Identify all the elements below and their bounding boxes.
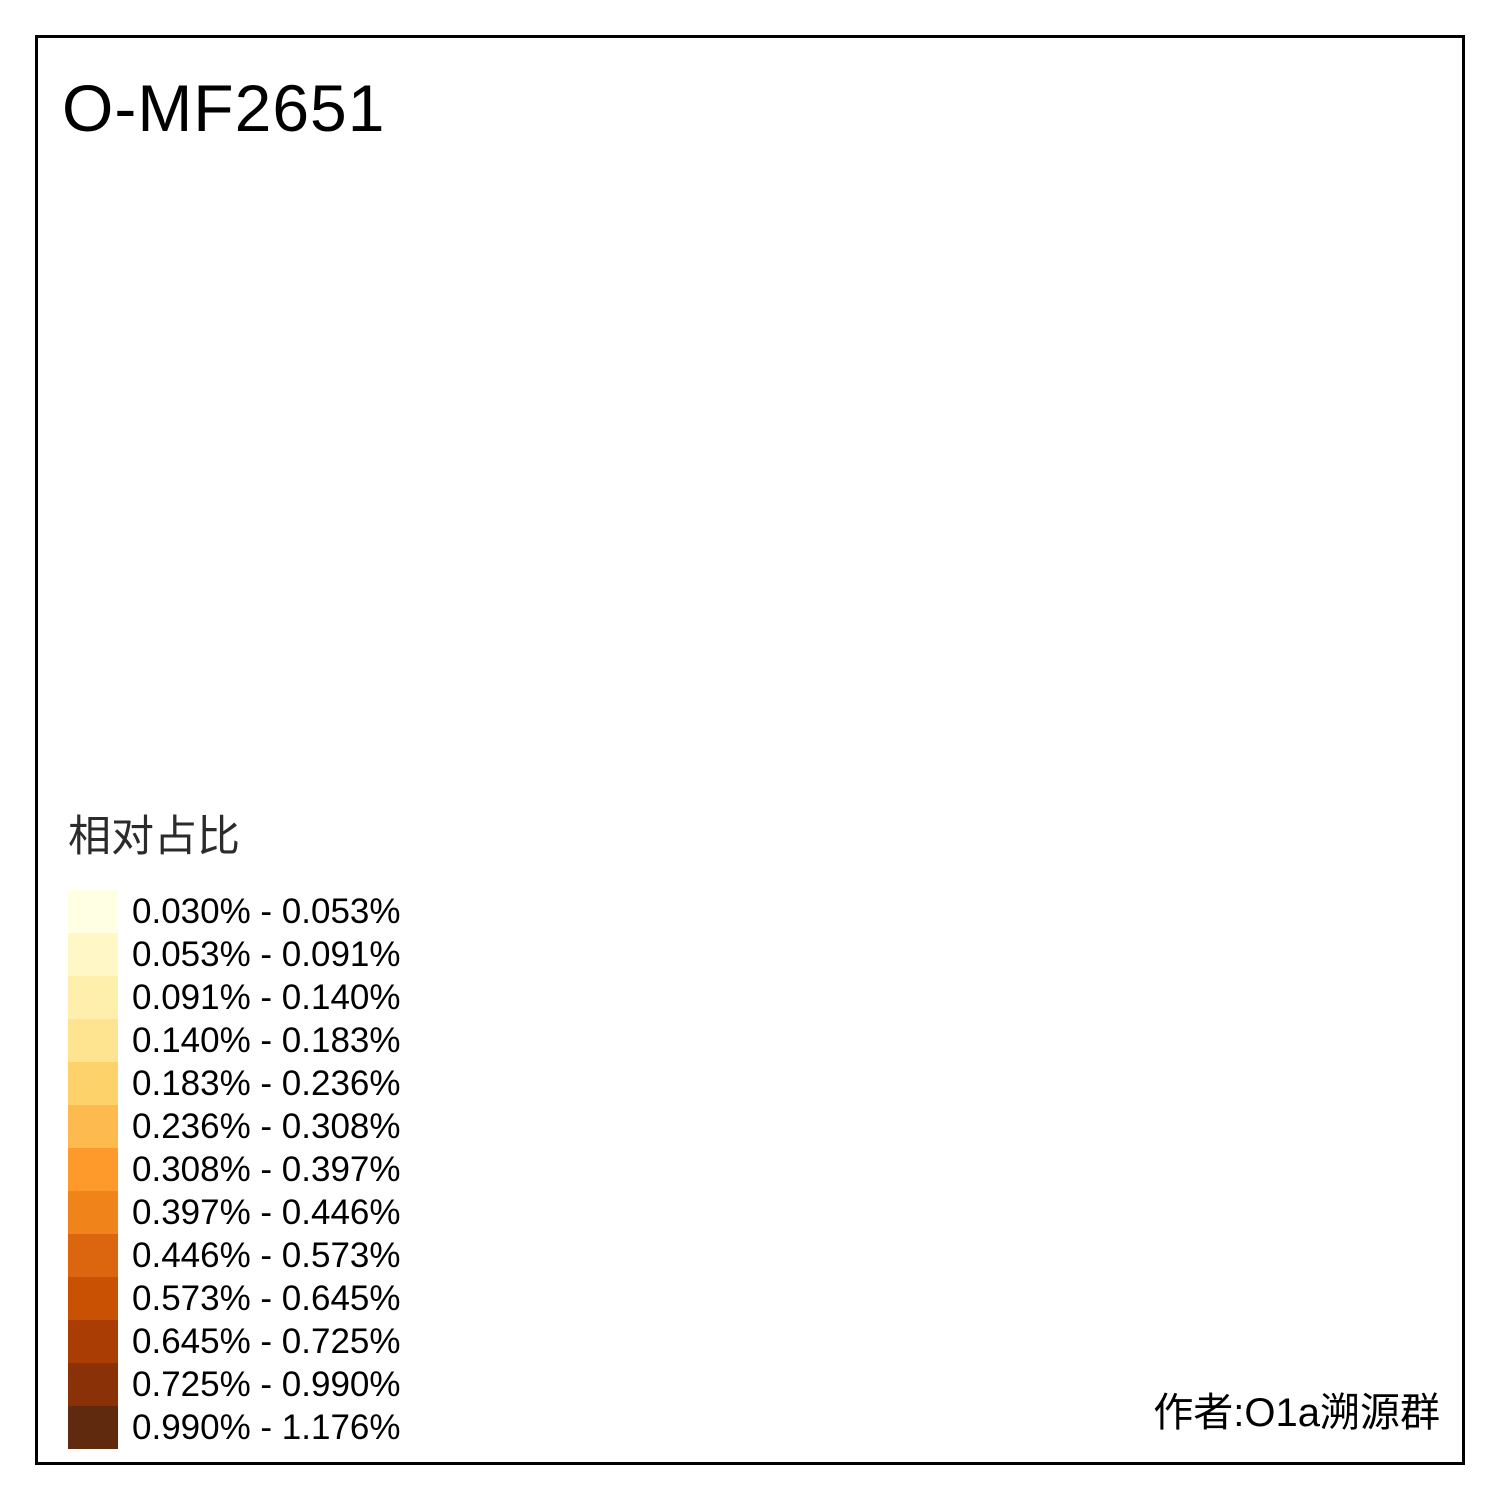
map-frame — [35, 35, 1465, 1465]
legend-swatch — [68, 933, 118, 976]
legend-row: 0.397% - 0.446% — [68, 1191, 401, 1234]
legend-row: 0.725% - 0.990% — [68, 1363, 401, 1406]
legend-row: 0.236% - 0.308% — [68, 1105, 401, 1148]
legend-label: 0.091% - 0.140% — [132, 977, 401, 1017]
page-title: O-MF2651 — [62, 71, 386, 145]
legend-label: 0.725% - 0.990% — [132, 1364, 401, 1404]
legend-swatch — [68, 1320, 118, 1363]
legend-row: 0.645% - 0.725% — [68, 1320, 401, 1363]
legend-swatch — [68, 1105, 118, 1148]
legend-row: 0.053% - 0.091% — [68, 933, 401, 976]
legend-label: 0.030% - 0.053% — [132, 891, 401, 931]
legend-swatch — [68, 1277, 118, 1320]
legend-row: 0.183% - 0.236% — [68, 1062, 401, 1105]
legend-row: 0.990% - 1.176% — [68, 1406, 401, 1449]
legend-swatch — [68, 1191, 118, 1234]
legend: 相对占比 0.030% - 0.053% 0.053% - 0.091% 0.0… — [68, 802, 401, 1449]
legend-row: 0.091% - 0.140% — [68, 976, 401, 1019]
legend-label: 0.573% - 0.645% — [132, 1278, 401, 1318]
legend-swatch — [68, 1019, 118, 1062]
legend-label: 0.236% - 0.308% — [132, 1106, 401, 1146]
legend-swatch — [68, 1234, 118, 1277]
legend-title: 相对占比 — [68, 813, 240, 861]
legend-row: 0.573% - 0.645% — [68, 1277, 401, 1320]
legend-label: 0.183% - 0.236% — [132, 1063, 401, 1103]
legend-label: 0.645% - 0.725% — [132, 1321, 401, 1361]
legend-row: 0.140% - 0.183% — [68, 1019, 401, 1062]
legend-label: 0.053% - 0.091% — [132, 934, 401, 974]
legend-swatch — [68, 1062, 118, 1105]
legend-label: 0.140% - 0.183% — [132, 1020, 401, 1060]
legend-label: 0.397% - 0.446% — [132, 1192, 401, 1232]
legend-swatch — [68, 1406, 118, 1449]
legend-swatch — [68, 1148, 118, 1191]
legend-label: 0.308% - 0.397% — [132, 1149, 401, 1189]
legend-label: 0.446% - 0.573% — [132, 1235, 401, 1275]
legend-label: 0.990% - 1.176% — [132, 1407, 401, 1447]
legend-row: 0.446% - 0.573% — [68, 1234, 401, 1277]
legend-swatch — [68, 890, 118, 933]
legend-row: 0.030% - 0.053% — [68, 890, 401, 933]
attribution: 作者:O1a溯源群 — [1153, 1391, 1440, 1435]
legend-swatch — [68, 1363, 118, 1406]
legend-row: 0.308% - 0.397% — [68, 1148, 401, 1191]
legend-swatch — [68, 976, 118, 1019]
